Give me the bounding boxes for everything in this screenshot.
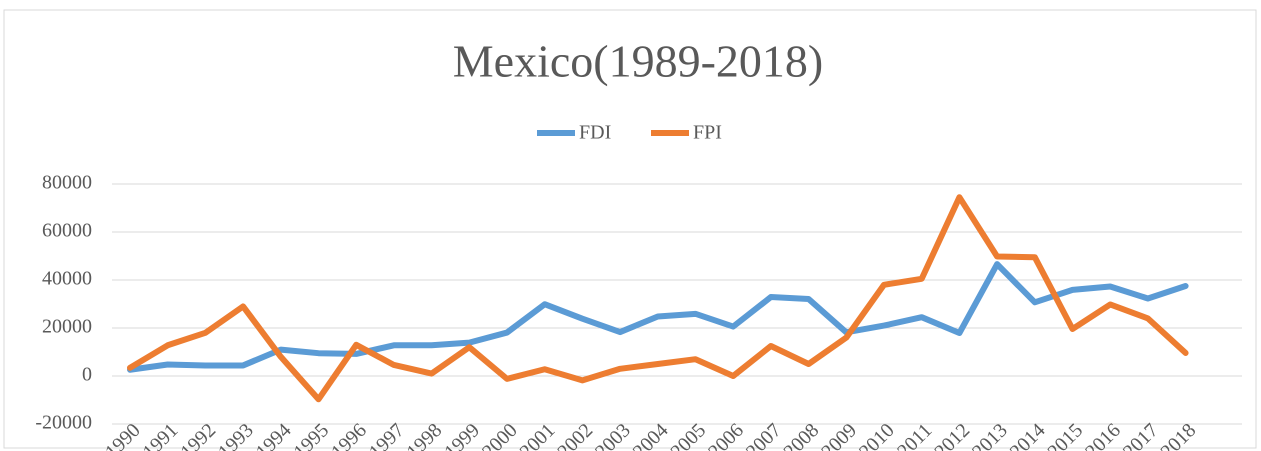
legend-label: FDI bbox=[579, 122, 611, 144]
y-tick-label: 40000 bbox=[42, 268, 92, 290]
data-line bbox=[127, 261, 1189, 373]
legend-label: FPI bbox=[693, 122, 722, 144]
chart-title: Mexico(1989-2018) bbox=[453, 36, 823, 87]
y-tick-label: 0 bbox=[82, 364, 92, 386]
y-tick-label: 60000 bbox=[42, 220, 92, 242]
y-tick-label: -20000 bbox=[35, 412, 92, 434]
chart-border bbox=[3, 9, 1257, 449]
y-tick-label: 20000 bbox=[42, 316, 92, 338]
y-tick-label: 80000 bbox=[42, 172, 92, 194]
data-line bbox=[127, 194, 1189, 403]
